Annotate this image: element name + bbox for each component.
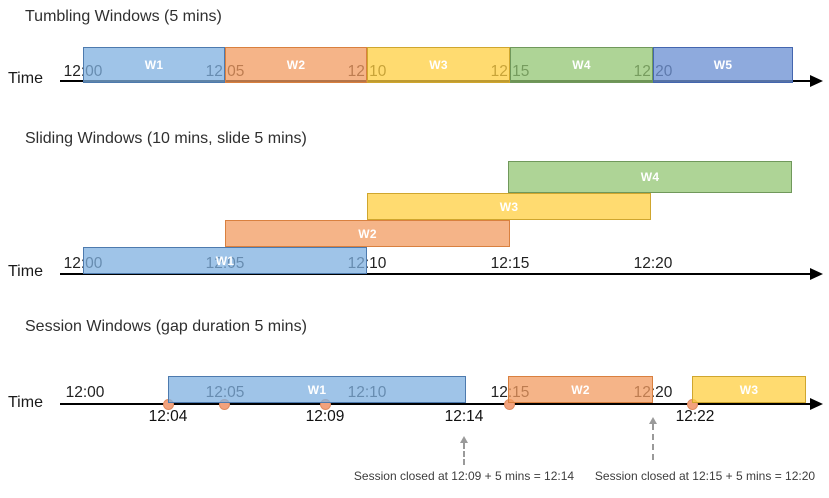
window-label: W1 [307, 382, 327, 397]
window-bar-w3: W3 [367, 193, 651, 220]
event-time-label: 12:14 [444, 408, 484, 425]
window-label: W2 [358, 226, 377, 241]
window-bar-w1: W1 [83, 47, 225, 83]
section-title-sliding: Sliding Windows (10 mins, slide 5 mins) [25, 130, 307, 147]
window-bar-w2: W2 [508, 376, 653, 403]
window-bar-w4: W4 [510, 47, 653, 83]
section-title-session: Session Windows (gap duration 5 mins) [25, 318, 307, 335]
session-closed-annotation: Session closed at 12:09 + 5 mins = 12:14 [353, 469, 575, 483]
axis-arrowhead-icon [810, 398, 823, 410]
event-time-label: 12:22 [675, 408, 715, 425]
window-label: W2 [286, 58, 306, 72]
axis-arrowhead-icon [810, 75, 823, 87]
window-bar-w5: W5 [653, 47, 793, 83]
window-label: W3 [499, 199, 519, 214]
window-bar-w2: W2 [225, 47, 367, 83]
axis-label-time: Time [8, 70, 43, 87]
event-time-label: 12:04 [148, 408, 188, 425]
axis-arrowhead-icon [810, 268, 823, 280]
window-bar-w3: W3 [367, 47, 510, 83]
window-label: W5 [713, 58, 733, 72]
timeline-axis [60, 403, 812, 405]
window-bar-w1: W1 [168, 376, 466, 403]
window-label: W1 [215, 253, 235, 268]
tick-label: 12:15 [490, 255, 530, 272]
window-label: W2 [571, 382, 590, 397]
section-title-tumbling: Tumbling Windows (5 mins) [25, 8, 222, 25]
window-bar-w3: W3 [692, 376, 806, 403]
tick-label: 12:00 [65, 384, 105, 401]
dashed-up-arrow-icon [647, 417, 659, 460]
tick-label: 12:20 [633, 255, 673, 272]
window-label: W3 [739, 382, 759, 397]
window-bar-w4: W4 [508, 161, 792, 193]
window-label: W1 [144, 58, 164, 72]
timeline-axis [60, 273, 812, 275]
window-bar-w2: W2 [225, 220, 510, 247]
dashed-up-arrow-icon [458, 436, 470, 465]
axis-label-time: Time [8, 394, 43, 411]
window-label: W4 [572, 58, 591, 72]
window-label: W3 [429, 58, 448, 72]
window-bar-w1: W1 [83, 247, 367, 274]
window-label: W4 [640, 170, 660, 184]
axis-label-time: Time [8, 263, 43, 280]
session-closed-annotation: Session closed at 12:15 + 5 mins = 12:20 [594, 469, 816, 483]
event-time-label: 12:09 [305, 408, 345, 425]
